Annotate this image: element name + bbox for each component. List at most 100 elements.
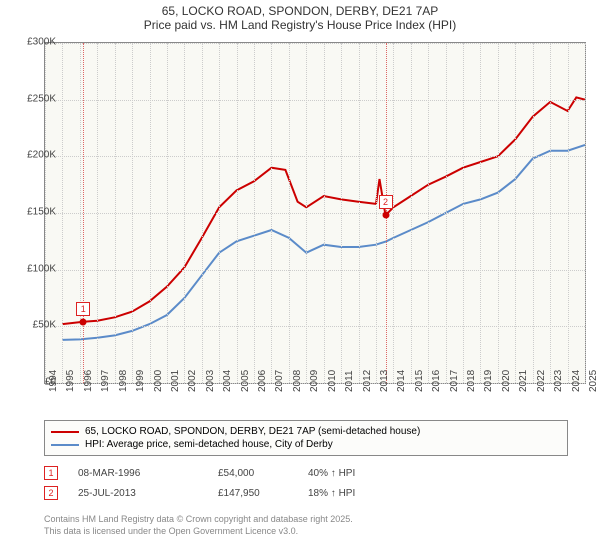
x-axis-label: 2020 (501, 370, 512, 392)
x-axis-label: 2024 (571, 370, 582, 392)
x-axis-label: 2006 (257, 370, 268, 392)
x-axis-label: 2002 (187, 370, 198, 392)
legend-row-property: 65, LOCKO ROAD, SPONDON, DERBY, DE21 7AP… (51, 425, 561, 438)
sales-block: 1 08-MAR-1996 £54,000 40% ↑ HPI 2 25-JUL-2013… (44, 463, 398, 503)
gridline-v (271, 43, 272, 383)
y-axis-label: £300K (16, 37, 56, 48)
gridline-v (150, 43, 151, 383)
legend-swatch-property (51, 431, 79, 433)
gridline-v (132, 43, 133, 383)
footnote-line1: Contains HM Land Registry data © Crown c… (44, 514, 353, 526)
gridline-v (533, 43, 534, 383)
sale-row: 1 08-MAR-1996 £54,000 40% ↑ HPI (44, 463, 398, 483)
x-axis-label: 2013 (379, 370, 390, 392)
x-axis-label: 2001 (170, 370, 181, 392)
gridline-h (45, 156, 585, 157)
x-axis-label: 2015 (414, 370, 425, 392)
gridline-v (480, 43, 481, 383)
title-block: 65, LOCKO ROAD, SPONDON, DERBY, DE21 7AP… (0, 0, 600, 34)
sale-dot-1 (80, 318, 87, 325)
x-axis-label: 2005 (240, 370, 251, 392)
x-axis-label: 2009 (309, 370, 320, 392)
sale-marker-icon: 2 (44, 486, 58, 500)
gridline-v (376, 43, 377, 383)
gridline-h (45, 213, 585, 214)
y-axis-label: £100K (16, 263, 56, 274)
x-axis-label: 2018 (466, 370, 477, 392)
gridline-v (428, 43, 429, 383)
footnote-line2: This data is licensed under the Open Gov… (44, 526, 353, 538)
sale-price: £54,000 (218, 468, 288, 479)
sale-marker-2: 2 (379, 195, 393, 209)
x-axis-label: 2000 (153, 370, 164, 392)
sale-marker-1: 1 (76, 302, 90, 316)
sale-price: £147,950 (218, 488, 288, 499)
y-axis-label: £200K (16, 150, 56, 161)
x-axis-label: 2008 (292, 370, 303, 392)
x-axis-label: 2017 (449, 370, 460, 392)
x-axis-label: 2023 (553, 370, 564, 392)
gridline-v (202, 43, 203, 383)
x-axis-label: 1996 (83, 370, 94, 392)
sale-ref-line (83, 43, 84, 383)
gridline-v (97, 43, 98, 383)
x-axis-label: 2010 (327, 370, 338, 392)
footnote: Contains HM Land Registry data © Crown c… (44, 514, 353, 537)
gridline-v (550, 43, 551, 383)
gridline-h (45, 43, 585, 44)
gridline-v (289, 43, 290, 383)
x-axis-label: 2021 (518, 370, 529, 392)
gridline-v (254, 43, 255, 383)
x-axis-label: 2003 (205, 370, 216, 392)
gridline-h (45, 326, 585, 327)
sale-row: 2 25-JUL-2013 £147,950 18% ↑ HPI (44, 483, 398, 503)
gridline-v (184, 43, 185, 383)
gridline-v (463, 43, 464, 383)
gridline-v (237, 43, 238, 383)
sale-date: 25-JUL-2013 (78, 488, 198, 499)
sale-vs-hpi: 40% ↑ HPI (308, 468, 398, 479)
gridline-h (45, 100, 585, 101)
x-axis-label: 2011 (344, 370, 355, 392)
gridline-v (341, 43, 342, 383)
sale-marker-icon: 1 (44, 466, 58, 480)
legend-box: 65, LOCKO ROAD, SPONDON, DERBY, DE21 7AP… (44, 420, 568, 456)
gridline-v (306, 43, 307, 383)
sale-vs-hpi: 18% ↑ HPI (308, 488, 398, 499)
title-subtitle: Price paid vs. HM Land Registry's House … (0, 18, 600, 32)
gridline-v (411, 43, 412, 383)
gridline-v (515, 43, 516, 383)
x-axis-label: 2025 (588, 370, 599, 392)
y-axis-label: £250K (16, 93, 56, 104)
legend-swatch-hpi (51, 444, 79, 446)
gridline-v (498, 43, 499, 383)
gridline-v (585, 43, 586, 383)
gridline-v (115, 43, 116, 383)
legend-label-property: 65, LOCKO ROAD, SPONDON, DERBY, DE21 7AP… (85, 426, 420, 437)
sale-date: 08-MAR-1996 (78, 468, 198, 479)
x-axis-label: 1999 (135, 370, 146, 392)
plot-area: 12 (44, 42, 586, 384)
gridline-v (62, 43, 63, 383)
gridline-v (80, 43, 81, 383)
x-axis-label: 2022 (536, 370, 547, 392)
x-axis-label: 2016 (431, 370, 442, 392)
gridline-v (167, 43, 168, 383)
gridline-h (45, 270, 585, 271)
y-axis-label: £50K (16, 320, 56, 331)
title-address: 65, LOCKO ROAD, SPONDON, DERBY, DE21 7AP (0, 4, 600, 18)
gridline-v (324, 43, 325, 383)
chart-container: 65, LOCKO ROAD, SPONDON, DERBY, DE21 7AP… (0, 0, 600, 560)
x-axis-label: 2012 (362, 370, 373, 392)
x-axis-label: 2004 (222, 370, 233, 392)
legend-label-hpi: HPI: Average price, semi-detached house,… (85, 439, 333, 450)
gridline-v (568, 43, 569, 383)
x-axis-label: 1994 (48, 370, 59, 392)
x-axis-label: 1998 (118, 370, 129, 392)
sale-dot-2 (382, 212, 389, 219)
legend-row-hpi: HPI: Average price, semi-detached house,… (51, 438, 561, 451)
x-axis-label: 2019 (483, 370, 494, 392)
gridline-v (446, 43, 447, 383)
gridline-v (219, 43, 220, 383)
x-axis-label: 2007 (274, 370, 285, 392)
